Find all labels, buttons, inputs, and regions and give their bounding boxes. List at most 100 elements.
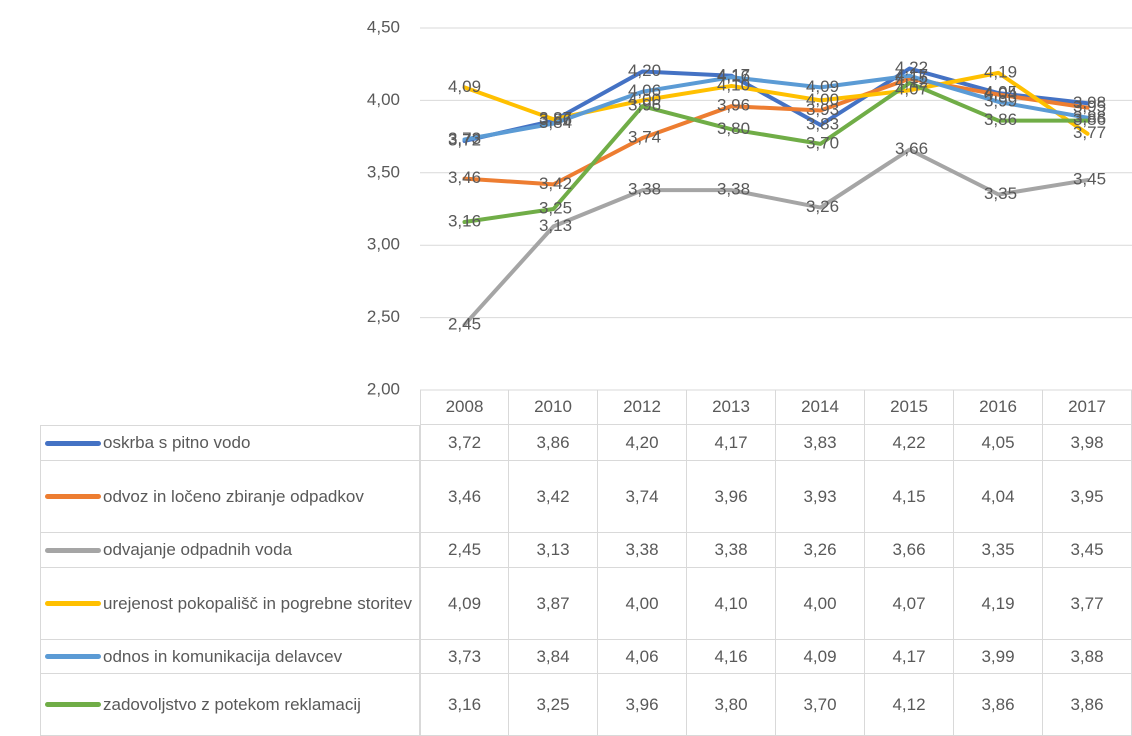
legend-row: odvoz in ločeno zbiranje odpadkov (40, 461, 420, 533)
table-value: 3,25 (509, 674, 598, 736)
table-value: 3,74 (598, 461, 687, 533)
data-label: 4,00 (806, 90, 839, 109)
table-value: 3,66 (865, 533, 954, 568)
data-label: 3,86 (984, 110, 1017, 129)
legend-swatch (45, 547, 101, 553)
data-label: 3,25 (539, 198, 572, 217)
table-value: 3,16 (420, 674, 509, 736)
table-value: 4,17 (865, 640, 954, 674)
table-value: 3,83 (776, 425, 865, 461)
table-value: 4,19 (954, 568, 1043, 640)
table-value: 3,72 (420, 425, 509, 461)
data-label: 3,84 (539, 113, 572, 132)
data-label: 4,17 (895, 65, 928, 84)
table-value: 3,93 (776, 461, 865, 533)
table-value: 3,70 (776, 674, 865, 736)
table-value: 4,09 (776, 640, 865, 674)
data-label: 4,12 (895, 73, 928, 92)
y-tick-label: 4,00 (367, 90, 400, 109)
table-value: 4,07 (865, 568, 954, 640)
data-label: 4,05 (984, 83, 1017, 102)
table-value: 4,20 (598, 425, 687, 461)
data-label: 4,10 (717, 75, 750, 94)
legend-label: odvajanje odpadnih voda (103, 540, 293, 559)
data-label: 3,99 (984, 91, 1017, 110)
x-tick-label: 2017 (1043, 390, 1132, 425)
table-value: 3,96 (598, 674, 687, 736)
data-label: 3,95 (1073, 97, 1106, 116)
data-label: 3,83 (806, 115, 839, 134)
legend-row: urejenost pokopališč in pogrebne storite… (40, 568, 420, 640)
data-label: 3,96 (717, 96, 750, 115)
series-line (462, 76, 1090, 187)
data-label: 3,96 (628, 96, 661, 115)
data-label: 4,04 (984, 84, 1017, 103)
data-label: 3,35 (984, 184, 1017, 203)
data-label: 3,26 (806, 197, 839, 216)
table-value: 4,16 (687, 640, 776, 674)
table-value: 2,45 (420, 533, 509, 568)
legend-label: odvoz in ločeno zbiranje odpadkov (103, 486, 364, 506)
table-value: 3,26 (776, 533, 865, 568)
y-tick-label: 2,50 (367, 307, 400, 326)
table-value: 4,10 (687, 568, 776, 640)
table-value: 4,04 (954, 461, 1043, 533)
series-line (462, 147, 1090, 327)
legend-label: odnos in komunikacija delavcev (103, 646, 343, 666)
data-label: 3,80 (717, 119, 750, 138)
table-value: 3,87 (509, 568, 598, 640)
legend-row: odnos in komunikacija delavcev (40, 640, 420, 674)
x-tick-label: 2016 (954, 390, 1043, 425)
table-value: 3,38 (687, 533, 776, 568)
table-value: 3,46 (420, 461, 509, 533)
data-label: 3,72 (448, 130, 481, 149)
table-value: 4,00 (776, 568, 865, 640)
legend-row: zadovoljstvo z potekom reklamacij (40, 674, 420, 736)
table-value: 3,86 (509, 425, 598, 461)
data-label: 3,77 (1073, 123, 1106, 142)
table-value: 4,15 (865, 461, 954, 533)
table-value: 3,13 (509, 533, 598, 568)
data-label: 4,20 (628, 61, 661, 80)
y-tick-label: 2,00 (367, 379, 400, 398)
data-label: 4,19 (984, 62, 1017, 81)
table-value: 3,38 (598, 533, 687, 568)
legend-row: odvajanje odpadnih voda (40, 533, 420, 568)
table-value: 3,35 (954, 533, 1043, 568)
table-value: 3,80 (687, 674, 776, 736)
table-value: 3,84 (509, 640, 598, 674)
y-tick-label: 4,50 (367, 17, 400, 36)
data-label: 4,06 (628, 81, 661, 100)
legend-swatch (45, 494, 101, 499)
data-label: 2,45 (448, 314, 481, 333)
series-line (462, 81, 1090, 225)
table-value: 4,17 (687, 425, 776, 461)
data-label: 4,17 (717, 65, 750, 84)
table-value: 3,86 (1043, 674, 1132, 736)
legend-swatch (45, 440, 101, 446)
x-tick-label: 2010 (509, 390, 598, 425)
data-label: 3,38 (717, 180, 750, 199)
data-label: 4,16 (717, 67, 750, 86)
x-tick-label: 2013 (687, 390, 776, 425)
data-label: 4,07 (895, 80, 928, 99)
x-tick-label: 2015 (865, 390, 954, 425)
data-label: 4,15 (895, 68, 928, 87)
x-tick-label: 2014 (776, 390, 865, 425)
legend-swatch (45, 601, 101, 606)
table-value: 4,12 (865, 674, 954, 736)
data-label: 3,88 (1073, 107, 1106, 126)
data-label: 3,42 (539, 174, 572, 193)
legend-label: urejenost pokopališč in pogrebne storite… (103, 593, 413, 613)
table-value: 3,88 (1043, 640, 1132, 674)
data-label: 3,38 (628, 180, 661, 199)
y-tick-label: 3,00 (367, 235, 400, 254)
table-value: 4,00 (598, 568, 687, 640)
table-value: 3,42 (509, 461, 598, 533)
table-value: 3,95 (1043, 461, 1132, 533)
data-label: 3,86 (1073, 110, 1106, 129)
data-label: 3,46 (448, 168, 481, 187)
data-label: 3,98 (1073, 93, 1106, 112)
